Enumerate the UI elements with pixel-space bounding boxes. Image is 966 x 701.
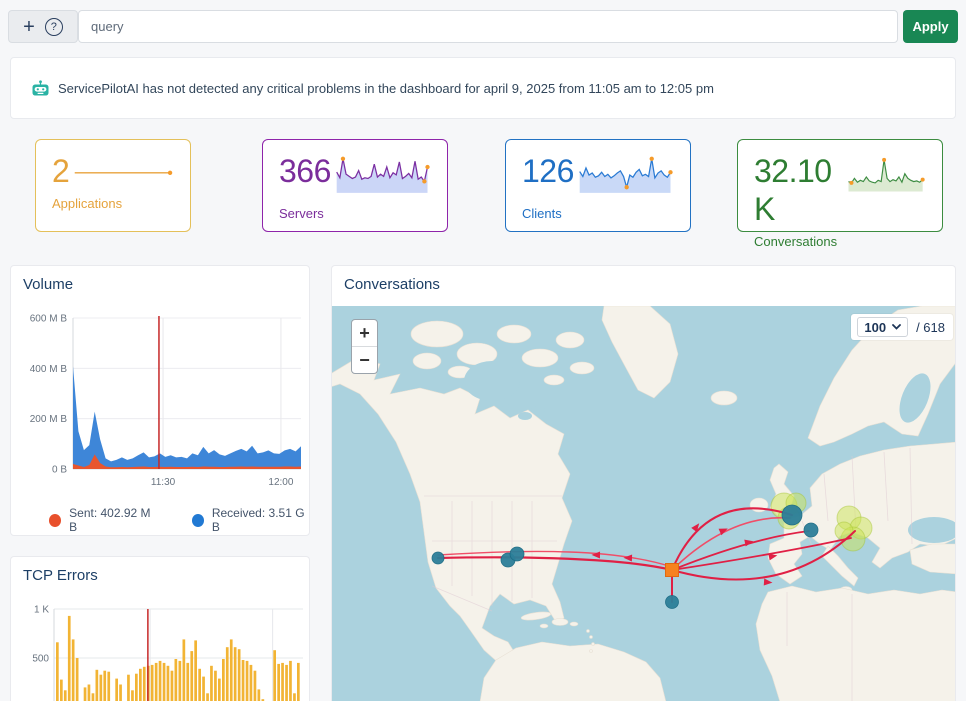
clients-sparkline [579,156,673,193]
kpi-label: Clients [522,206,562,221]
svg-text:11:30: 11:30 [151,477,176,488]
svg-text:200 M B: 200 M B [30,414,68,425]
kpi-card-servers[interactable]: 366 Servers [262,139,448,232]
tcp-errors-panel: TCP Errors 1 K 500 [10,556,310,701]
tcp-panel-title: TCP Errors [23,567,98,584]
map-zoom-out-button[interactable]: − [359,349,370,370]
page-size-value: 100 [864,319,887,335]
conversations-panel: Conversations + − 100 / 618 [331,265,956,701]
help-icon[interactable]: ? [44,17,63,36]
map-water-details [464,361,955,543]
robot-icon [31,79,50,97]
legend-received-label: Received: 3.51 G B [211,506,305,534]
chevron-down-icon [892,324,901,330]
kpi-label: Servers [279,206,324,221]
map-zoom-control: + − [351,319,378,374]
kpi-value: 366 [279,153,331,189]
page-size-select[interactable]: 100 [857,317,909,337]
kpi-value: 2 [52,153,70,189]
svg-text:500: 500 [32,654,49,665]
svg-text:400 M B: 400 M B [30,364,68,375]
kpi-label: Conversations [754,234,838,249]
svg-text:1 K: 1 K [34,605,49,616]
kpi-card-clients[interactable]: 126 Clients [505,139,691,232]
map-page-control: 100 / 618 [851,314,953,340]
tcp-errors-chart[interactable]: 1 K 500 [11,557,310,701]
volume-panel: Volume 600 M B 400 M B 200 M B 0 B 11:30 12:0… [10,265,310,536]
kpi-card-applications[interactable]: 2 Applications [35,139,191,232]
received-dot-icon [191,513,204,527]
legend-sent-label: Sent: 402.92 M B [69,506,151,534]
kpi-label: Applications [52,196,123,211]
add-icon[interactable]: + [23,15,35,38]
legend-item-sent[interactable]: Sent: 402.92 M B [49,506,156,534]
svg-text:600 M B: 600 M B [30,314,68,325]
sent-dot-icon [49,513,62,527]
topbar-button-group: + ? [8,10,78,43]
kpi-card-conversations[interactable]: 32.10 K Conversations [737,139,943,249]
kpi-value: 126 [522,153,574,189]
volume-legend: Sent: 402.92 M B Received: 3.51 G B [49,506,309,534]
legend-item-received[interactable]: Received: 3.51 G B [191,506,309,534]
status-banner: ServicePilotAI has not detected any crit… [10,57,956,119]
kpi-value: 32.10 K [754,153,832,227]
volume-panel-title: Volume [23,276,74,293]
map-overlays [431,492,873,609]
svg-text:0 B: 0 B [52,465,67,476]
query-input[interactable] [78,10,898,43]
conversations-map[interactable] [332,306,956,701]
applications-sparkline [75,170,173,176]
conversations-panel-title: Conversations [344,276,440,293]
map-zoom-in-button[interactable]: + [352,320,377,347]
volume-chart[interactable]: 600 M B 400 M B 200 M B 0 B 11:30 12:00 [11,266,311,496]
banner-message: ServicePilotAI has not detected any crit… [58,80,714,96]
svg-text:12:00: 12:00 [268,477,293,488]
conversations-sparkline [848,157,925,192]
page-total: / 618 [916,319,945,335]
servers-sparkline [336,156,430,193]
apply-button[interactable]: Apply [903,10,958,43]
